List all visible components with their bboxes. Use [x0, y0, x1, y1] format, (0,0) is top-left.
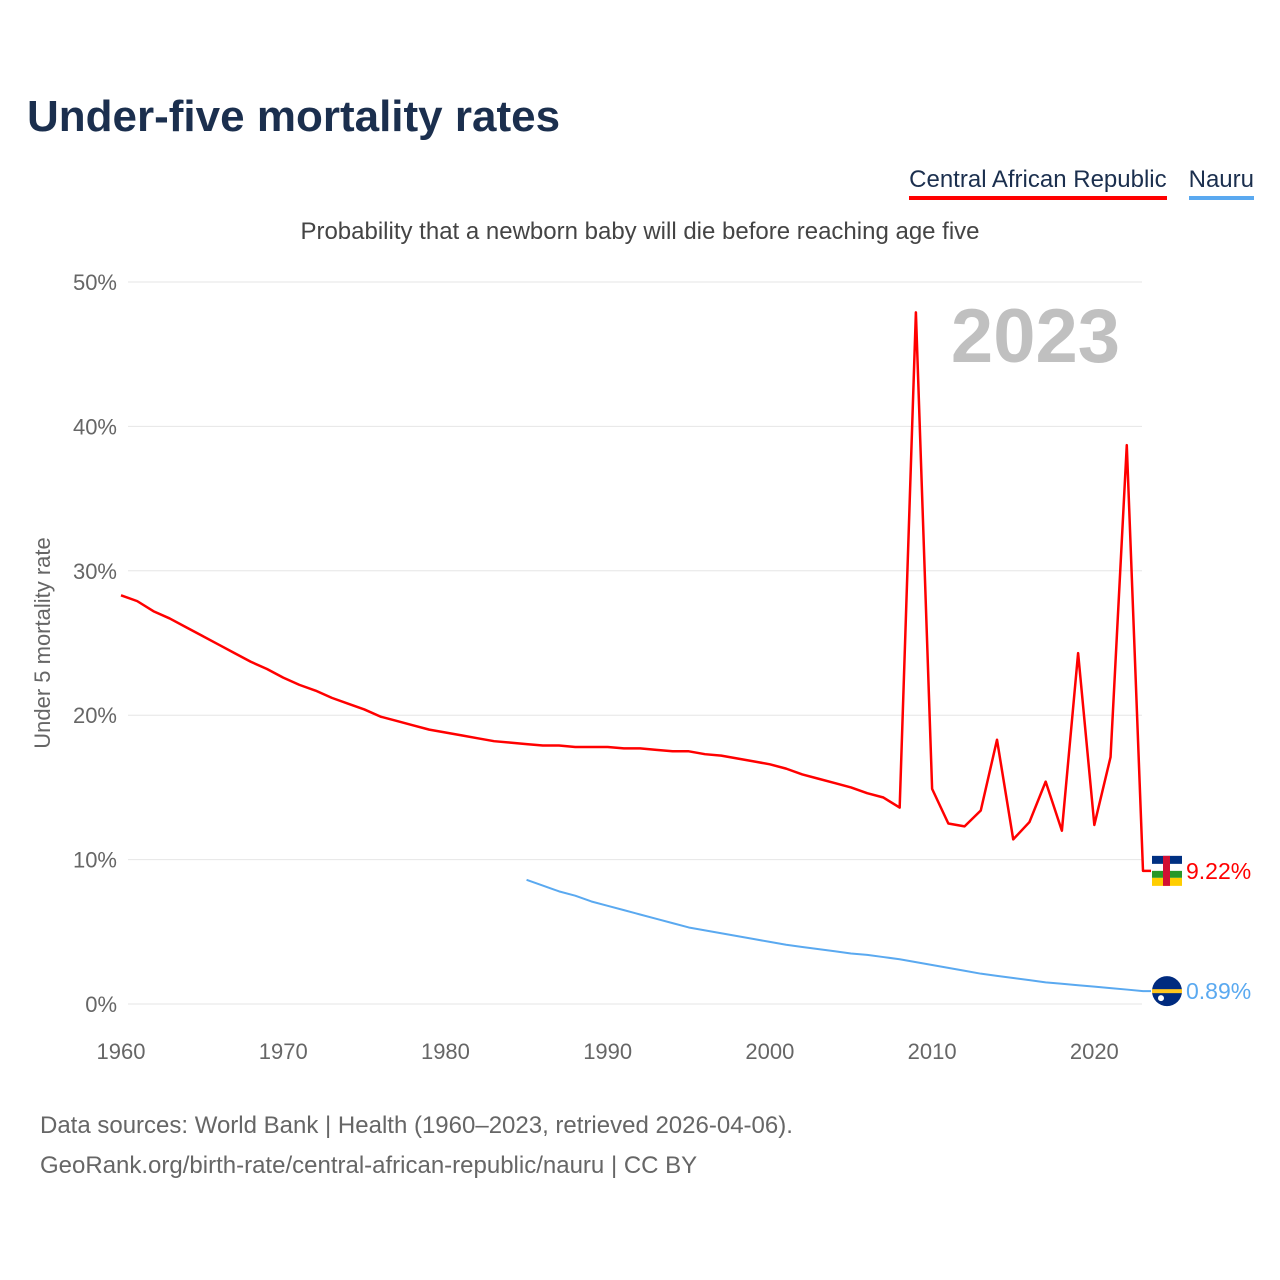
- chart-title: Under-five mortality rates: [27, 92, 561, 141]
- source-note: Data sources: World Bank | Health (1960–…: [40, 1106, 793, 1186]
- source-line-2[interactable]: GeoRank.org/birth-rate/central-african-r…: [40, 1152, 698, 1179]
- source-line-1: Data sources: World Bank | Health (1960–…: [40, 1112, 793, 1139]
- y-tick-label: 40%: [73, 414, 117, 439]
- x-tick-label: 2000: [745, 1039, 794, 1064]
- y-tick-label: 30%: [73, 559, 117, 584]
- end-value-label: 9.22%: [1186, 858, 1251, 884]
- chart-subtitle: Probability that a newborn baby will die…: [300, 218, 980, 245]
- series-line-nauru: [526, 878, 1151, 993]
- legend: Central African Republic Nauru: [909, 166, 1254, 200]
- y-tick-label: 0%: [85, 992, 117, 1017]
- x-tick-label: 1970: [259, 1039, 308, 1064]
- x-tick-label: 1990: [583, 1039, 632, 1064]
- y-tick-label: 50%: [73, 270, 117, 295]
- series-line-car: [120, 311, 1151, 873]
- x-tick-label: 1960: [97, 1039, 146, 1064]
- flag-stripe: [1163, 855, 1170, 886]
- x-tick-label: 2020: [1070, 1039, 1119, 1064]
- flag-stripe: [1152, 989, 1182, 994]
- legend-item-nauru[interactable]: Nauru: [1188, 166, 1254, 200]
- x-tick-label: 2010: [908, 1039, 957, 1064]
- x-tick-label: 1980: [421, 1039, 470, 1064]
- year-label: 2023: [951, 294, 1120, 379]
- y-tick-label: 20%: [73, 703, 117, 728]
- flag-star: [1158, 995, 1164, 1002]
- y-tick-label: 10%: [73, 848, 117, 873]
- end-value-label: 0.89%: [1186, 978, 1251, 1004]
- legend-item-car[interactable]: Central African Republic: [909, 166, 1167, 200]
- y-axis-label: Under 5 mortality rate: [30, 537, 55, 749]
